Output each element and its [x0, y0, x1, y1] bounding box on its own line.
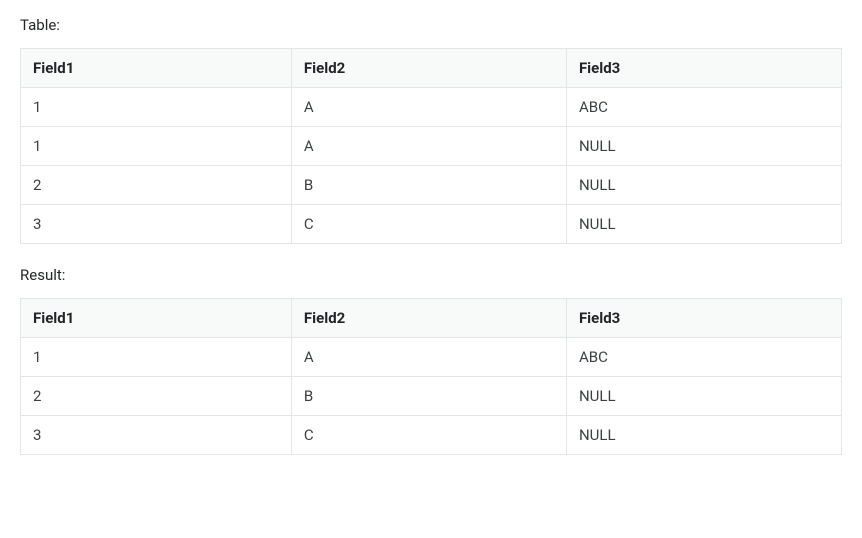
table-row: 1 A ABC — [21, 338, 842, 377]
table-cell: NULL — [566, 416, 841, 455]
column-header: Field1 — [21, 299, 292, 338]
table-cell: 1 — [21, 338, 292, 377]
table-cell: NULL — [566, 205, 841, 244]
table-cell: ABC — [566, 88, 841, 127]
column-header: Field1 — [21, 49, 292, 88]
table-cell: B — [291, 166, 566, 205]
table-cell: 2 — [21, 166, 292, 205]
column-header: Field2 — [291, 299, 566, 338]
table-cell: 3 — [21, 205, 292, 244]
source-table: Field1 Field2 Field3 1 A ABC 1 A NULL 2 … — [20, 48, 842, 244]
table-cell: NULL — [566, 166, 841, 205]
result-label: Result: — [20, 266, 842, 284]
table-cell: 1 — [21, 88, 292, 127]
table-row: 2 B NULL — [21, 166, 842, 205]
table-cell: 1 — [21, 127, 292, 166]
column-header: Field3 — [566, 49, 841, 88]
table-header-row: Field1 Field2 Field3 — [21, 49, 842, 88]
result-table: Field1 Field2 Field3 1 A ABC 2 B NULL 3 … — [20, 298, 842, 455]
table-row: 1 A ABC — [21, 88, 842, 127]
table-cell: A — [291, 127, 566, 166]
column-header: Field3 — [566, 299, 841, 338]
table-row: 2 B NULL — [21, 377, 842, 416]
table-row: 1 A NULL — [21, 127, 842, 166]
table-cell: C — [291, 205, 566, 244]
table-cell: C — [291, 416, 566, 455]
table-label: Table: — [20, 16, 842, 34]
table-cell: NULL — [566, 127, 841, 166]
table-cell: NULL — [566, 377, 841, 416]
table-cell: A — [291, 338, 566, 377]
table-cell: ABC — [566, 338, 841, 377]
table-cell: 2 — [21, 377, 292, 416]
table-cell: A — [291, 88, 566, 127]
column-header: Field2 — [291, 49, 566, 88]
table-header-row: Field1 Field2 Field3 — [21, 299, 842, 338]
table-row: 3 C NULL — [21, 205, 842, 244]
table-row: 3 C NULL — [21, 416, 842, 455]
table-cell: B — [291, 377, 566, 416]
table-cell: 3 — [21, 416, 292, 455]
